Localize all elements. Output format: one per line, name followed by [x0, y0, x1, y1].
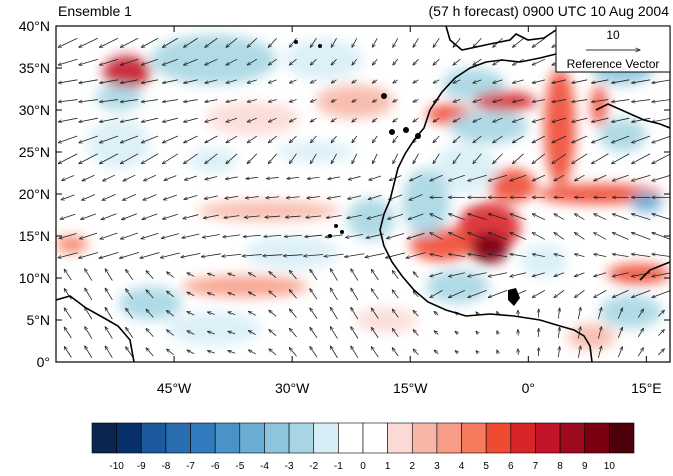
island-canary-2 [403, 127, 409, 133]
anomaly-region [150, 34, 276, 84]
colorbar-label: -4 [260, 461, 269, 471]
anomaly-region [198, 201, 340, 221]
colorbar-swatch [141, 423, 166, 453]
colorbar-label: -1 [334, 461, 343, 471]
colorbar-label: 5 [483, 461, 489, 471]
lat-tick-label: 40°N [19, 18, 50, 34]
colorbar-label: -5 [235, 461, 244, 471]
colorbar-swatch [486, 423, 511, 453]
lon-tick-label: 15°E [631, 380, 662, 396]
anomaly-region [103, 55, 150, 89]
colorbar-swatch [363, 423, 388, 453]
colorbar-label: -10 [109, 461, 124, 471]
anomaly-region [95, 85, 142, 110]
anomaly-region [316, 85, 395, 119]
colorbar-swatch [338, 423, 363, 453]
lat-tick-label: 25°N [19, 144, 50, 160]
colorbar-label: 7 [533, 461, 539, 471]
anomaly-region [245, 236, 339, 270]
colorbar-label: 9 [582, 461, 588, 471]
colorbar-swatch [388, 423, 413, 453]
island-azores-2 [318, 44, 322, 48]
anomaly-region [206, 102, 300, 136]
colorbar-swatch [289, 423, 314, 453]
colorbar-swatch [264, 423, 289, 453]
colorbar-swatch [437, 423, 462, 453]
colorbar-swatch [240, 423, 265, 453]
lon-tick-label: 45°W [157, 380, 192, 396]
colorbar-swatch [560, 423, 585, 453]
colorbar-label: -2 [309, 461, 318, 471]
colorbar-label: -9 [137, 461, 146, 471]
colorbar-swatch [585, 423, 610, 453]
colorbar-label: 1 [385, 461, 391, 471]
colorbar-label: 4 [459, 461, 465, 471]
anomaly-region [473, 92, 536, 112]
island-cape-verde-1 [334, 224, 338, 228]
lon-tick-label: 30°W [275, 380, 310, 396]
lat-tick-label: 10°N [19, 270, 50, 286]
anomaly-region [599, 118, 646, 152]
anomaly-region [182, 275, 308, 297]
colorbar-label: 6 [508, 461, 514, 471]
reference-vector-label: Reference Vector [567, 57, 660, 71]
colorbar-swatch [462, 423, 487, 453]
colorbar-label: -7 [186, 461, 195, 471]
anomaly-region [544, 68, 575, 186]
reference-vector-box: 10 Reference Vector [556, 26, 670, 72]
colorbar-swatch [166, 423, 191, 453]
colorbar-swatch [92, 423, 117, 453]
island-madeira [381, 93, 387, 99]
anomaly-region [631, 192, 662, 212]
map-area [56, 26, 671, 362]
anomaly-region [56, 236, 87, 253]
lon-tick-label: 15°W [393, 380, 428, 396]
lat-tick-label: 35°N [19, 60, 50, 76]
island-azores-1 [294, 40, 298, 44]
colorbar-label: 0 [360, 461, 366, 471]
reference-vector-value: 10 [606, 28, 620, 42]
lat-tick-label: 30°N [19, 102, 50, 118]
colorbar-label: -3 [285, 461, 294, 471]
colorbar-swatch [191, 423, 216, 453]
anomaly-region [599, 295, 662, 329]
colorbar-label: -6 [211, 461, 220, 471]
anomaly-region [607, 264, 670, 284]
anomaly-region [355, 307, 418, 332]
anomaly-region [450, 110, 529, 144]
title-right: (57 h forecast) 0900 UTC 10 Aug 2004 [429, 3, 670, 19]
lat-tick-label: 20°N [19, 186, 50, 202]
colorbar-swatch [412, 423, 437, 453]
anomaly-region [276, 142, 355, 162]
colorbar-label: 2 [409, 461, 415, 471]
title-left: Ensemble 1 [58, 3, 132, 19]
colorbar-label: 10 [604, 461, 616, 471]
colorbar-swatch [117, 423, 142, 453]
island-canary-3 [415, 133, 421, 139]
colorbar-swatch [314, 423, 339, 453]
lat-tick-label: 15°N [19, 228, 50, 244]
colorbar-swatch [215, 423, 240, 453]
anomaly-region [87, 118, 150, 168]
anomaly-region [166, 312, 260, 346]
lat-tick-label: 0° [37, 354, 50, 370]
colorbar-swatch [535, 423, 560, 453]
lat-tick-label: 5°N [27, 312, 51, 328]
island-cape-verde-2 [340, 230, 344, 234]
colorbar-label: -8 [161, 461, 170, 471]
colorbar-label: 8 [557, 461, 563, 471]
lon-tick-label: 0° [522, 380, 535, 396]
colorbar-label: 3 [434, 461, 440, 471]
island-cape-verde-3 [328, 234, 332, 238]
colorbar-swatch [511, 423, 536, 453]
anomaly-region [402, 169, 449, 236]
colorbar-swatch [609, 423, 634, 453]
anomaly-region [568, 324, 615, 349]
island-canary-1 [389, 129, 395, 135]
